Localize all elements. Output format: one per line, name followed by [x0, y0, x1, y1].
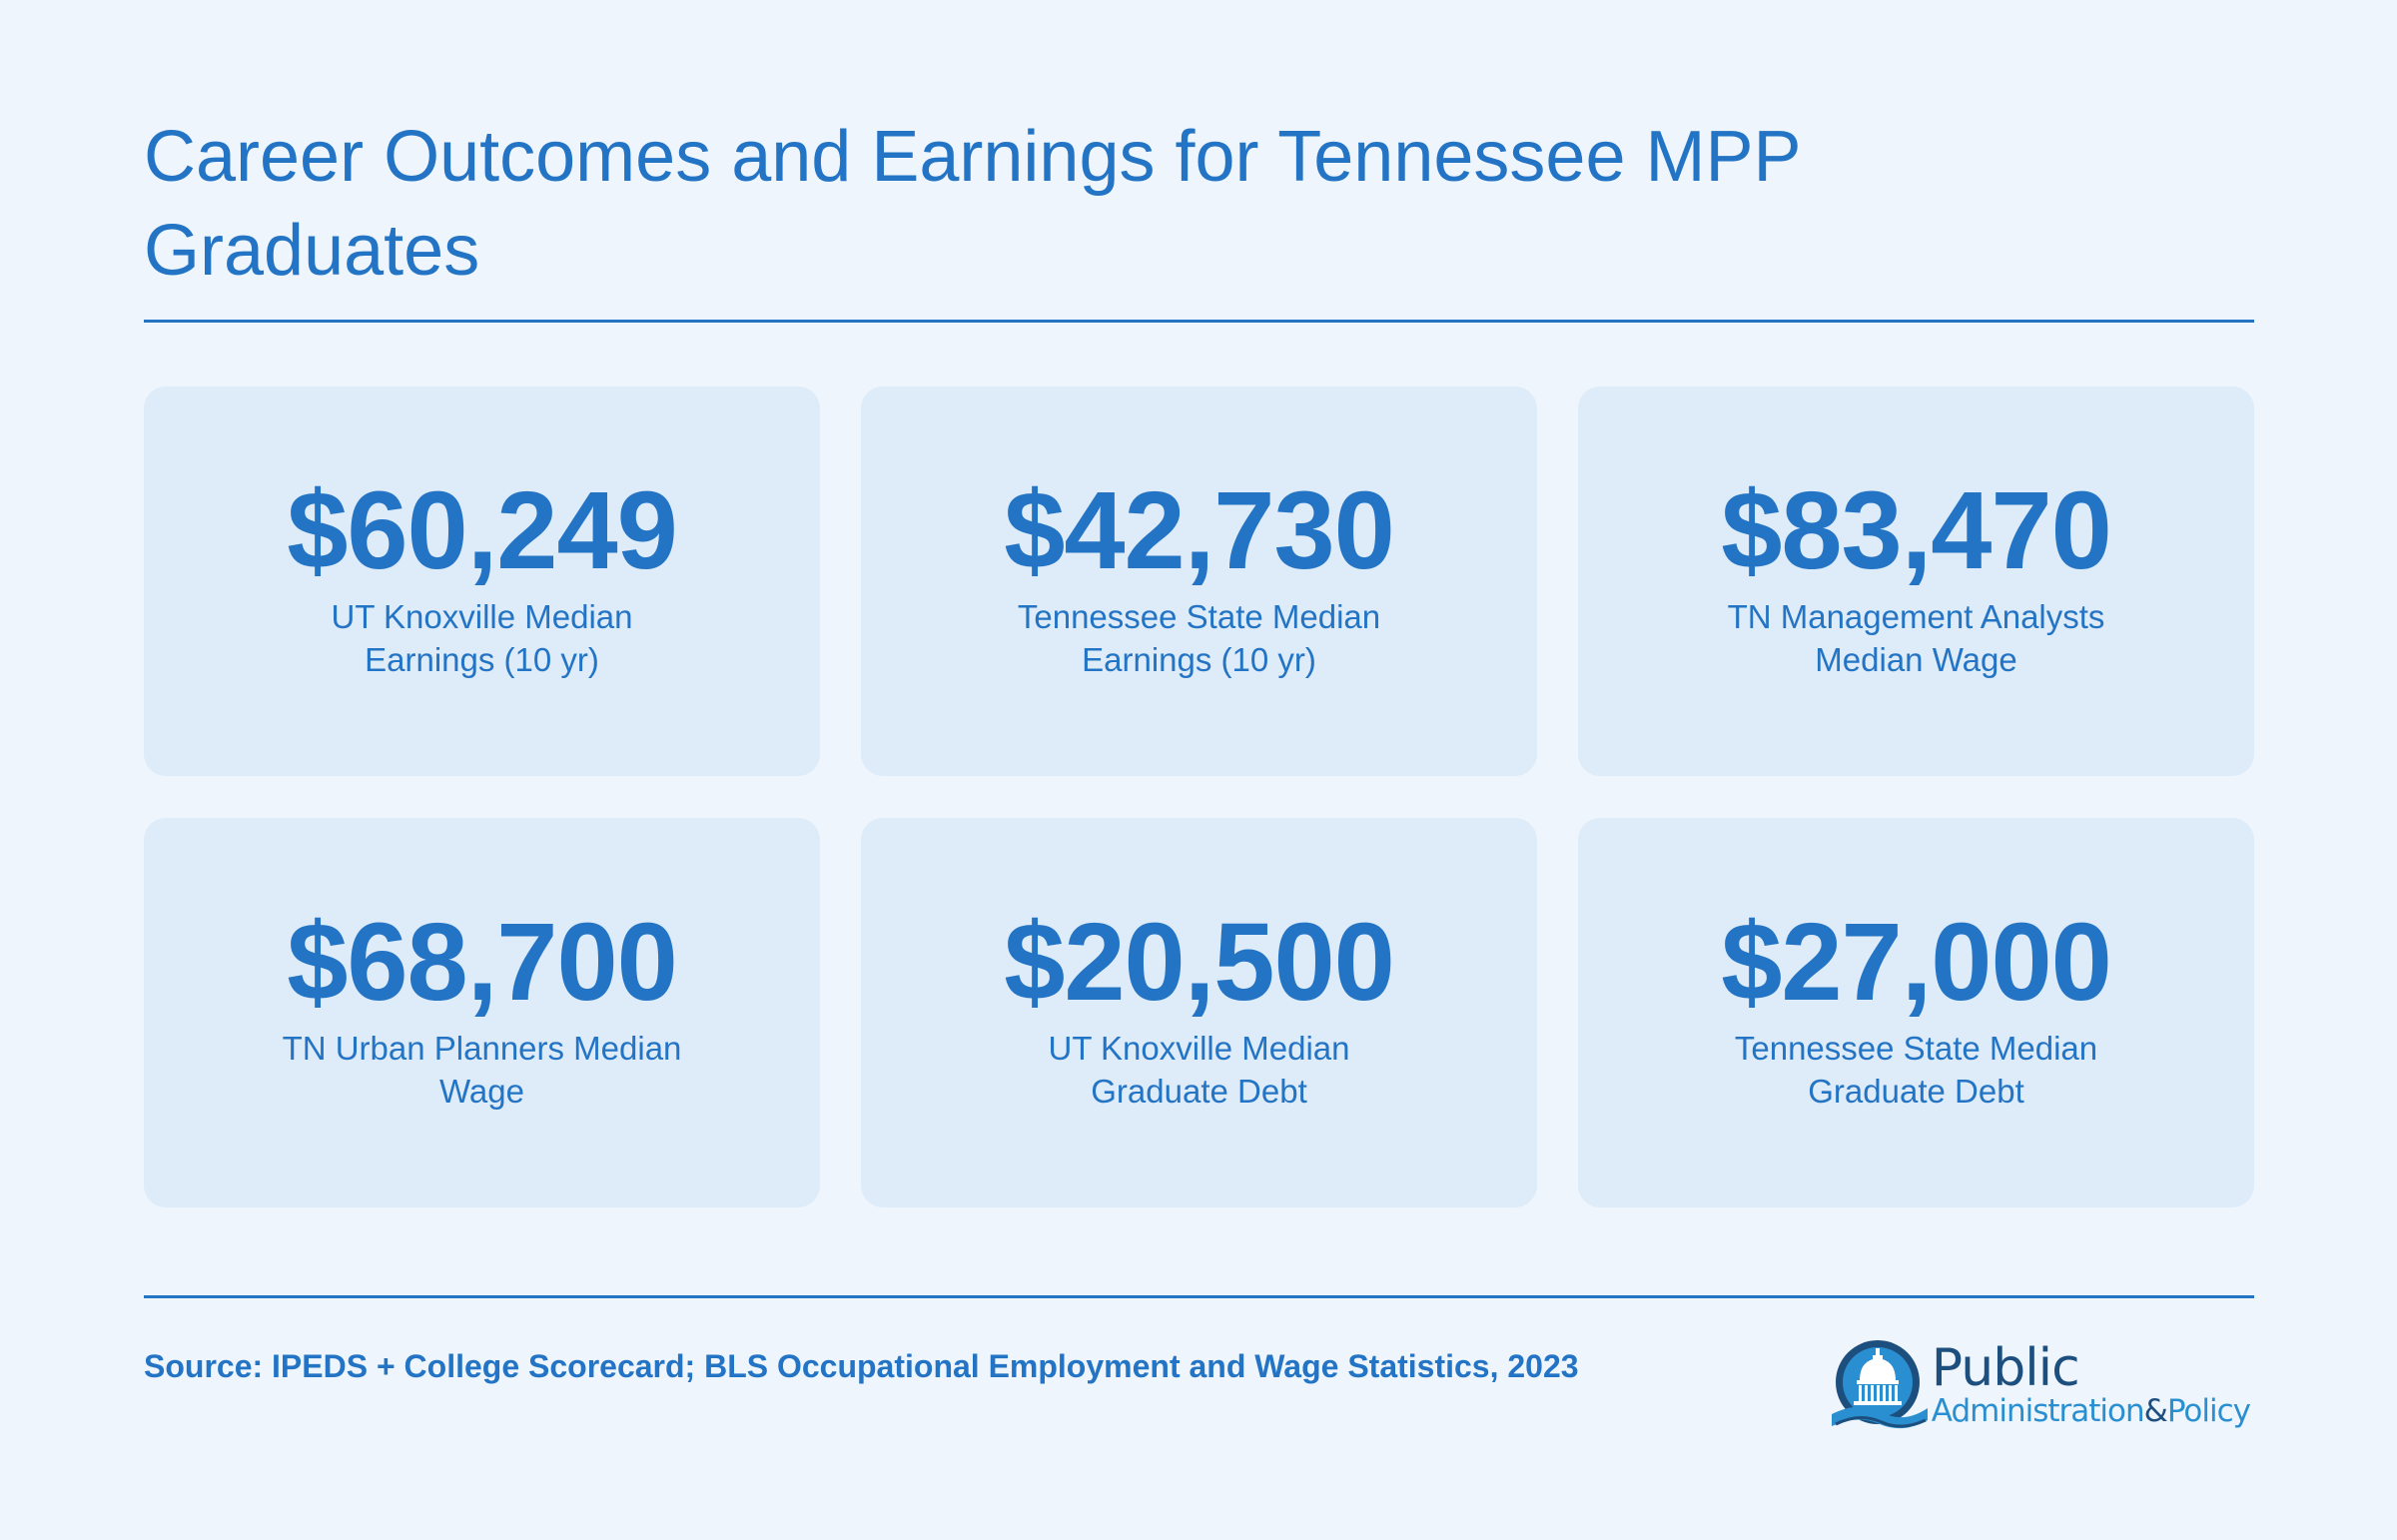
- stat-label: UT Knoxville Median Earnings (10 yr): [331, 598, 633, 678]
- stat-label: UT Knoxville Median Graduate Debt: [1048, 1030, 1350, 1110]
- footer: Source: IPEDS + College Scorecard; BLS O…: [144, 1298, 2254, 1429]
- stat-card-management-analysts-wage: $83,470 TN Management Analysts Median Wa…: [1578, 386, 2254, 776]
- footer-divider: [144, 1295, 2254, 1298]
- stat-value: $68,700: [287, 901, 678, 1024]
- stat-card-ut-knoxville-earnings: $60,249 UT Knoxville Median Earnings (10…: [144, 386, 820, 776]
- stat-value: $20,500: [1004, 901, 1395, 1024]
- stat-value: $83,470: [1721, 469, 2112, 592]
- capitol-dome-icon: [1831, 1340, 1928, 1429]
- stat-label: TN Management Analysts Median Wage: [1727, 598, 2105, 678]
- stat-label: TN Urban Planners Median Wage: [282, 1030, 682, 1110]
- logo-wordmark: Public Administration&Policy: [1931, 1338, 2251, 1429]
- stat-value: $42,730: [1004, 469, 1395, 592]
- stat-card-ut-knoxville-debt: $20,500 UT Knoxville Median Graduate Deb…: [861, 818, 1537, 1207]
- stats-grid: $60,249 UT Knoxville Median Earnings (10…: [144, 386, 2254, 1207]
- logo-word-policy: Policy: [2166, 1393, 2251, 1429]
- logo: Public Administration&Policy: [1830, 1336, 2251, 1436]
- logo-word-administration: Administration: [1931, 1393, 2145, 1429]
- stat-label: Tennessee State Median Earnings (10 yr): [1017, 598, 1381, 678]
- infographic: Career Outcomes and Earnings for Tenness…: [144, 110, 2254, 1429]
- page-title: Career Outcomes and Earnings for Tenness…: [144, 117, 1801, 291]
- source-note: Source: IPEDS + College Scorecard; BLS O…: [144, 1348, 1579, 1384]
- stat-card-urban-planners-wage: $68,700 TN Urban Planners Median Wage: [144, 818, 820, 1207]
- stat-label: Tennessee State Median Graduate Debt: [1734, 1030, 2098, 1110]
- stat-card-tennessee-state-debt: $27,000 Tennessee State Median Graduate …: [1578, 818, 2254, 1207]
- logo-word-administration-policy: Administration&Policy: [1931, 1393, 2251, 1429]
- stat-card-tennessee-state-earnings: $42,730 Tennessee State Median Earnings …: [861, 386, 1537, 776]
- title-divider: [144, 320, 2254, 323]
- logo-word-public: Public: [1931, 1338, 2080, 1398]
- stat-value: $27,000: [1721, 901, 2112, 1024]
- logo-ampersand: &: [2143, 1393, 2168, 1429]
- stat-value: $60,249: [287, 469, 678, 592]
